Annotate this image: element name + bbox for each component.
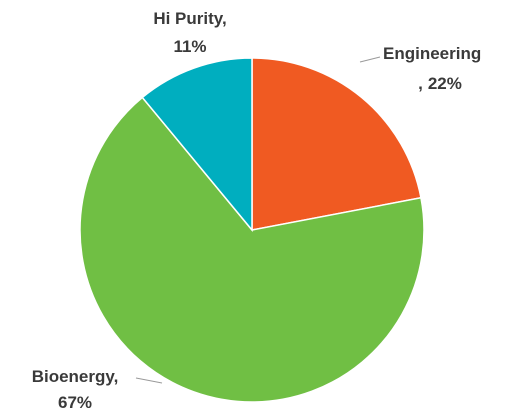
data-label: 11% bbox=[173, 37, 206, 56]
data-label: Hi Purity, bbox=[153, 9, 226, 28]
leader-line bbox=[359, 56, 381, 63]
value-label: 67% bbox=[58, 393, 92, 410]
pie-slice bbox=[251, 57, 422, 231]
pie-slice bbox=[141, 57, 253, 233]
data-label: 67% bbox=[58, 393, 92, 410]
pie-slice bbox=[79, 96, 425, 403]
category-label: Bioenergy bbox=[32, 367, 116, 386]
data-label: Engineering bbox=[383, 44, 481, 63]
label-separator: , bbox=[222, 9, 227, 28]
data-label: , 22% bbox=[418, 74, 462, 93]
label-separator: , bbox=[114, 367, 119, 386]
category-label: Engineering bbox=[383, 44, 481, 63]
value-label: 11% bbox=[173, 37, 206, 56]
data-label: Bioenergy, bbox=[32, 367, 119, 386]
value-label: 22% bbox=[428, 74, 462, 93]
category-label: Hi Purity bbox=[153, 9, 223, 28]
leader-line bbox=[135, 377, 163, 384]
label-separator: , bbox=[418, 74, 423, 93]
